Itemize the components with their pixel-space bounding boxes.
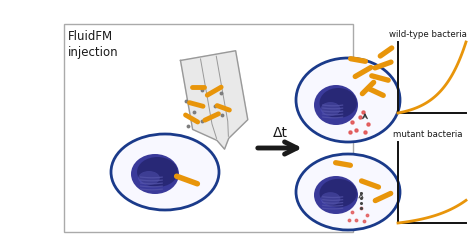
Ellipse shape: [131, 154, 179, 194]
Ellipse shape: [296, 58, 400, 142]
Ellipse shape: [314, 176, 358, 214]
Text: FluidFM
injection: FluidFM injection: [68, 30, 118, 59]
Text: wild-type bacteria: wild-type bacteria: [389, 30, 467, 39]
Polygon shape: [181, 51, 248, 149]
Ellipse shape: [319, 88, 357, 118]
Ellipse shape: [320, 102, 340, 116]
Bar: [64, 24, 353, 232]
Ellipse shape: [111, 134, 219, 210]
Ellipse shape: [319, 179, 357, 207]
Text: mutant bacteria: mutant bacteria: [393, 130, 463, 139]
Text: Δt: Δt: [273, 126, 288, 140]
Ellipse shape: [320, 192, 340, 205]
Ellipse shape: [296, 154, 400, 230]
Ellipse shape: [137, 157, 178, 187]
Ellipse shape: [314, 85, 358, 125]
Ellipse shape: [138, 171, 160, 185]
